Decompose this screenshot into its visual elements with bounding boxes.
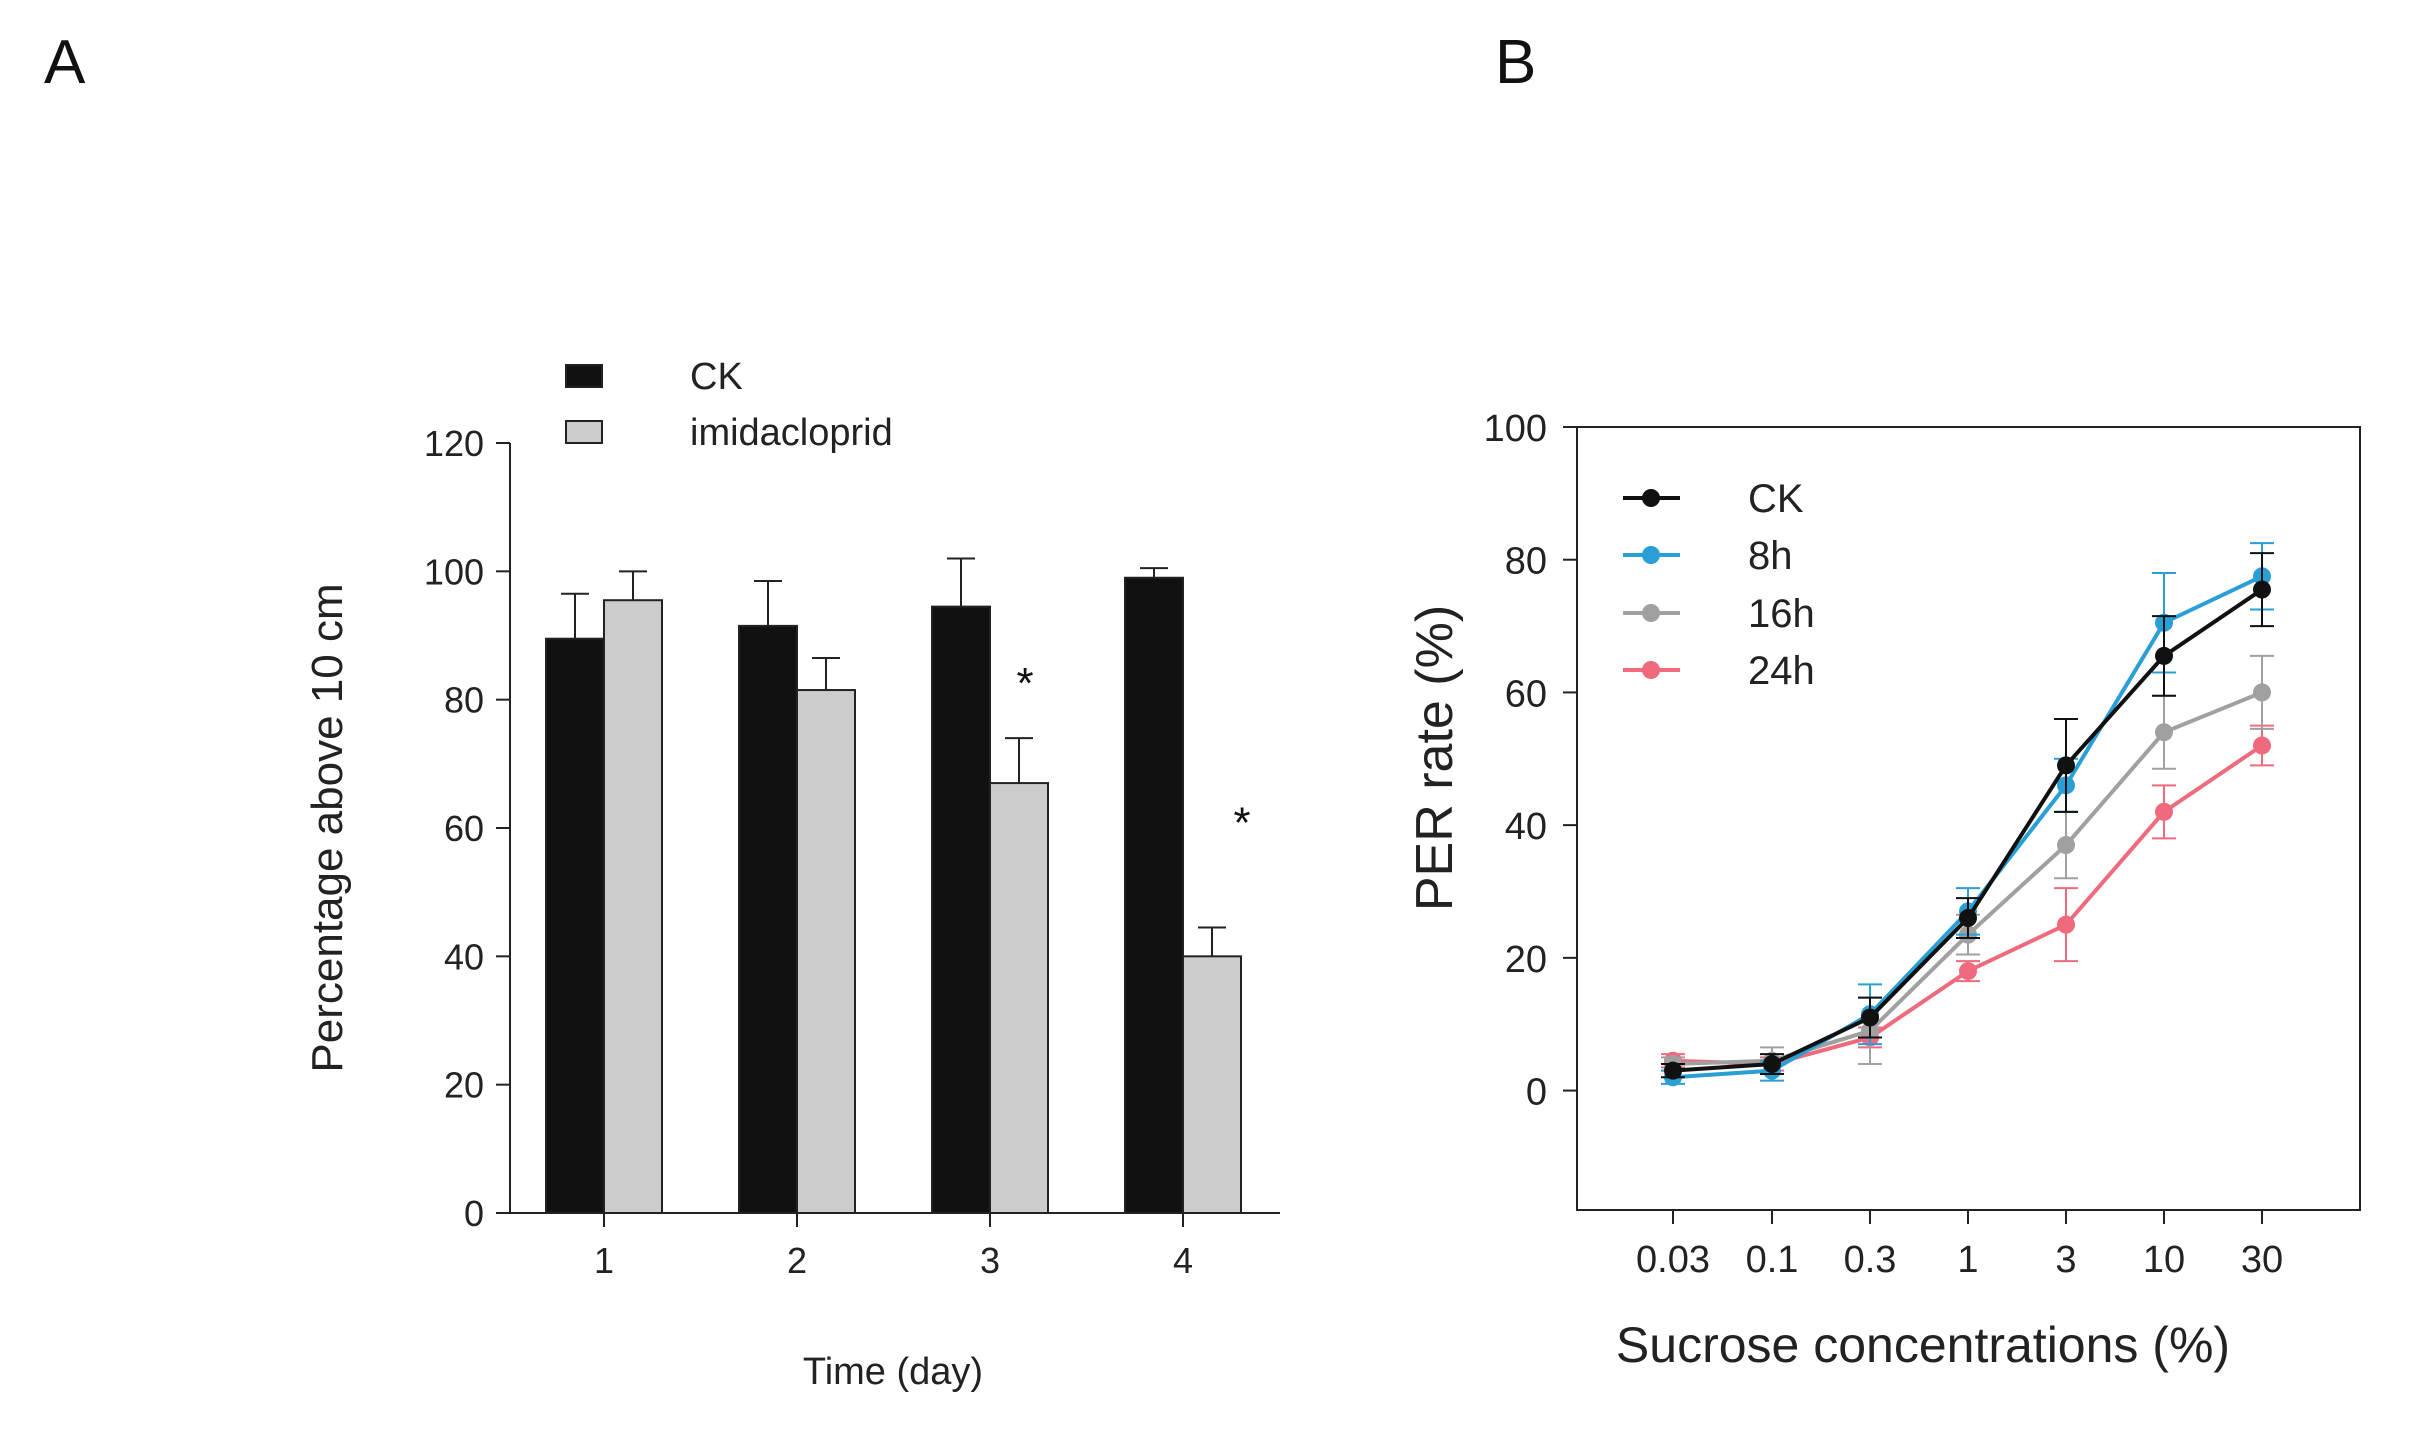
b-y-tick-label: 80 xyxy=(1505,541,1547,583)
b-point-24h xyxy=(2253,736,2271,755)
a-legend-label: imidacloprid xyxy=(690,412,893,454)
b-y-tick-label: 100 xyxy=(1484,408,1547,450)
b-legend-marker-24h xyxy=(1642,661,1660,679)
b-x-tick-label: 0.3 xyxy=(1844,1239,1897,1281)
b-point-ck xyxy=(2155,646,2173,665)
b-y-tick-label: 60 xyxy=(1505,673,1547,715)
b-x-tick-label: 0.1 xyxy=(1746,1239,1799,1281)
b-x-tick-label: 1 xyxy=(1957,1239,1978,1281)
a-bar-ck xyxy=(738,624,798,1214)
chart-a: 0 20 40 60 80 100 120 1 2 3 4 * * CK imidacloprid Time … xyxy=(303,356,1280,1393)
b-point-ck xyxy=(1959,909,1977,928)
a-y-tick-label: 120 xyxy=(424,423,484,464)
b-y-tick-label: 20 xyxy=(1505,939,1547,981)
b-x-axis-title: Sucrose concentrations (%) xyxy=(1616,1317,2230,1373)
a-bar-imidacloprid xyxy=(989,782,1049,1214)
a-bar-ck xyxy=(931,605,991,1214)
b-point-16h xyxy=(2057,836,2075,855)
a-significance-star: * xyxy=(1016,659,1033,708)
a-y-tick-label: 40 xyxy=(444,936,484,977)
a-bar-ck xyxy=(545,637,605,1214)
a-bar-imidacloprid xyxy=(603,599,663,1214)
chart-b: 0 20 40 60 80 100 0.03 0.1 0.3 1 3 10 30 CK 8h 16h 24h Su… xyxy=(1406,408,2361,1373)
b-x-tick-label: 0.03 xyxy=(1636,1239,1710,1281)
a-x-tick-label: 4 xyxy=(1173,1240,1193,1281)
b-point-24h xyxy=(2155,802,2173,821)
a-legend-swatch-imidacloprid xyxy=(565,420,603,444)
a-y-tick-label: 60 xyxy=(444,808,484,849)
b-legend-marker-ck xyxy=(1642,489,1660,507)
b-legend-label: 16h xyxy=(1748,592,1815,636)
a-y-tick-label: 100 xyxy=(424,551,484,592)
b-plot-frame xyxy=(1576,426,2361,1211)
b-series-line-16h xyxy=(1672,690,2263,1067)
b-point-ck xyxy=(1664,1061,1682,1080)
a-y-tick-label: 20 xyxy=(444,1065,484,1106)
b-legend-label: 24h xyxy=(1748,649,1815,693)
a-y-tick-label: 80 xyxy=(444,680,484,721)
a-x-tick-label: 3 xyxy=(980,1240,1000,1281)
a-bar-ck xyxy=(1124,576,1184,1214)
a-x-axis-title: Time (day) xyxy=(803,1351,983,1393)
b-x-tick-label: 3 xyxy=(2055,1239,2076,1281)
b-y-tick-label: 40 xyxy=(1505,806,1547,848)
a-bar-imidacloprid xyxy=(796,689,856,1214)
b-y-tick-label: 0 xyxy=(1526,1072,1547,1114)
b-point-24h xyxy=(2057,915,2075,934)
b-point-ck xyxy=(1763,1055,1781,1074)
a-x-tick-label: 1 xyxy=(594,1240,614,1281)
b-legend-label: CK xyxy=(1748,477,1804,521)
panel-b-label: B xyxy=(1495,28,1536,97)
a-significance-star: * xyxy=(1233,798,1250,847)
b-legend-label: 8h xyxy=(1748,534,1793,578)
b-x-tick-label: 30 xyxy=(2241,1239,2283,1281)
b-point-ck xyxy=(2057,756,2075,775)
a-y-axis-title: Percentage above 10 cm xyxy=(303,583,352,1072)
b-point-ck xyxy=(2253,580,2271,599)
b-point-16h xyxy=(2155,723,2173,742)
b-legend-marker-8h xyxy=(1642,546,1660,564)
b-legend-marker-16h xyxy=(1642,604,1660,622)
a-legend-label: CK xyxy=(690,356,743,398)
b-point-16h xyxy=(2253,683,2271,702)
b-point-24h xyxy=(1959,962,1977,981)
a-x-tick-label: 2 xyxy=(787,1240,807,1281)
a-legend-swatch-ck xyxy=(565,364,603,388)
a-bar-imidacloprid xyxy=(1182,955,1242,1214)
a-y-tick-label: 0 xyxy=(464,1193,484,1234)
b-point-ck xyxy=(1861,1008,1879,1027)
panel-a-label: A xyxy=(44,28,86,97)
b-y-axis-title: PER rate (%) xyxy=(1406,605,1464,911)
b-x-tick-label: 10 xyxy=(2143,1239,2185,1281)
